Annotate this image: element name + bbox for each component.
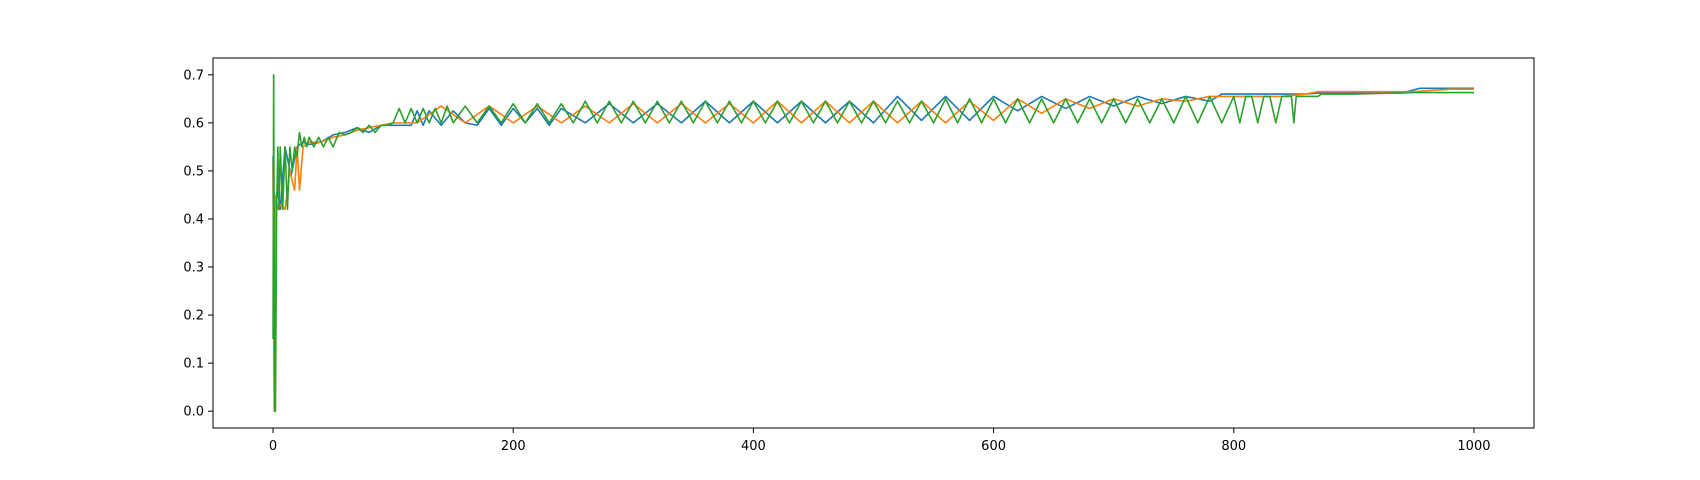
x-tick-label: 800 [1221,439,1246,454]
x-tick-label: 0 [269,439,277,454]
x-axis: 0 200 400 600 800 1000 [269,428,1491,454]
series-line-2 [272,88,1474,412]
x-tick-label: 1000 [1457,439,1490,454]
x-tick-label: 600 [981,439,1006,454]
y-tick-label: 0.0 [183,405,204,420]
x-tick-label: 200 [501,439,526,454]
y-axis: 0.0 0.1 0.2 0.3 0.4 0.5 0.6 0.7 [183,68,213,420]
y-tick-label: 0.5 [183,164,204,179]
plot-area-frame [212,57,1535,429]
series-line-3 [272,74,1474,412]
y-tick-label: 0.2 [183,309,204,324]
y-tick-label: 0.4 [183,212,204,227]
series-line-1 [272,87,1474,412]
y-tick-label: 0.1 [183,357,204,372]
x-tick-label: 400 [741,439,766,454]
series-layer [272,74,1474,412]
y-tick-label: 0.7 [183,68,204,83]
y-tick-label: 0.6 [183,116,204,131]
y-tick-label: 0.3 [183,261,204,276]
